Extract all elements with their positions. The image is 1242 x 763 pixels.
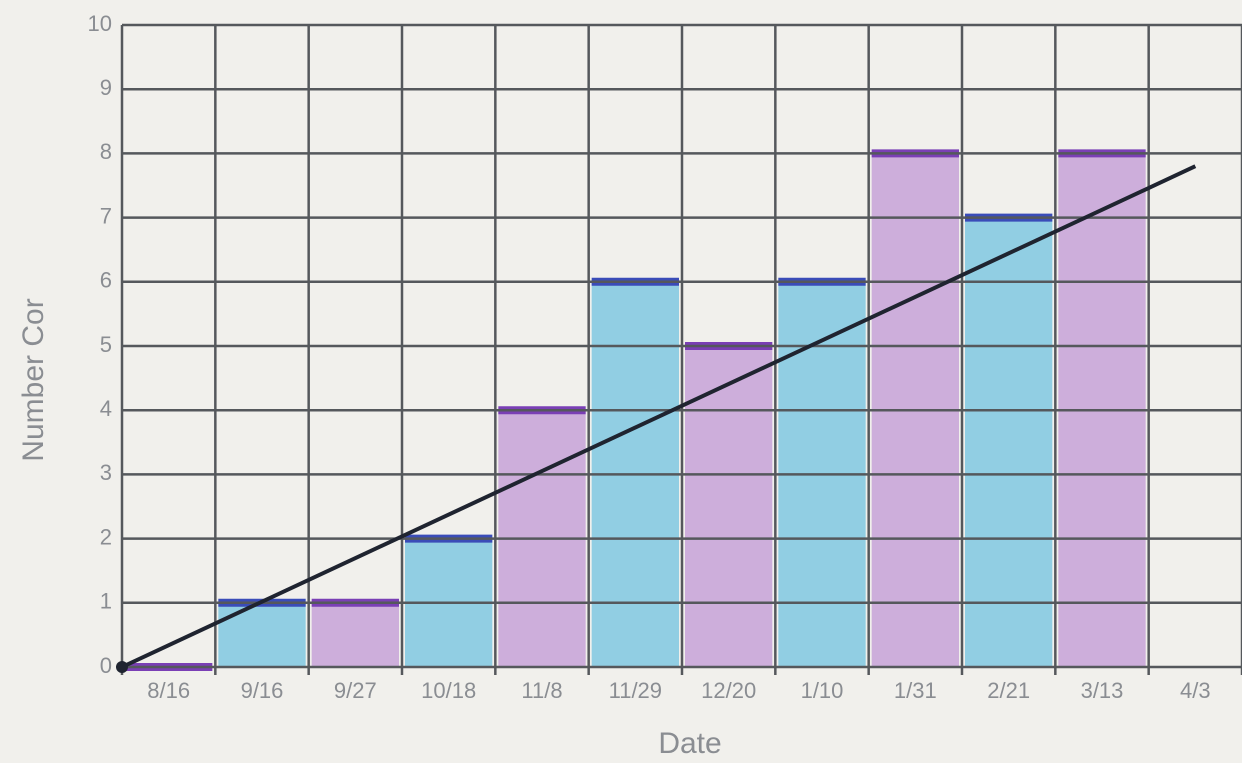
x-tick-label: 9/27	[334, 678, 377, 703]
y-tick-label: 3	[100, 460, 112, 485]
x-tick-label: 1/10	[801, 678, 844, 703]
x-tick-label: 4/3	[1180, 678, 1211, 703]
x-tick-label: 2/21	[987, 678, 1030, 703]
x-axis-label: Date	[658, 727, 721, 760]
x-tick-label: 10/18	[421, 678, 476, 703]
y-tick-label: 8	[100, 139, 112, 164]
x-tick-label: 8/16	[147, 678, 190, 703]
x-tick-label: 11/8	[521, 678, 562, 703]
y-tick-label: 9	[100, 75, 112, 100]
y-tick-label: 7	[100, 203, 112, 228]
y-tick-label: 2	[100, 524, 112, 549]
y-tick-label: 1	[100, 589, 112, 614]
x-tick-label: 9/16	[241, 678, 284, 703]
trend-line	[121, 164, 1197, 669]
bar	[685, 346, 773, 667]
bar	[218, 602, 306, 667]
y-tick-label: 4	[100, 396, 112, 421]
trend-start	[116, 661, 128, 673]
x-tick-label: 3/13	[1081, 678, 1124, 703]
bar	[965, 217, 1053, 667]
y-tick-label: 0	[100, 653, 112, 678]
y-tick-label: 6	[100, 268, 112, 293]
x-tick-label: 12/20	[701, 678, 756, 703]
y-tick-label: 10	[88, 11, 112, 36]
x-tick-label: 1/31	[894, 678, 937, 703]
bar	[311, 602, 399, 667]
x-tick-label: 11/29	[609, 678, 662, 703]
y-tick-label: 5	[100, 332, 112, 357]
y-axis-label: Number Cor	[17, 298, 50, 461]
